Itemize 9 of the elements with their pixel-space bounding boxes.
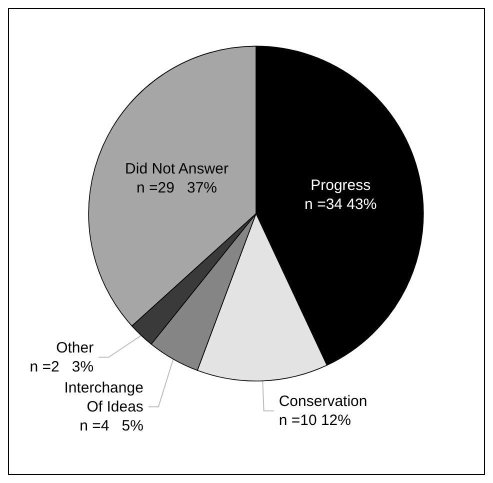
slice-label: Did Not Answer bbox=[125, 160, 228, 178]
slice-label: Other bbox=[56, 339, 94, 356]
slice-label: Progress bbox=[310, 176, 371, 194]
data-label: n =34 43% bbox=[304, 196, 377, 213]
data-label: n =4 5% bbox=[80, 417, 144, 434]
data-label: n =10 12% bbox=[278, 412, 352, 429]
data-label: n =2 3% bbox=[30, 358, 94, 376]
data-label: n =29 37% bbox=[136, 179, 217, 196]
slice-label: Conservation bbox=[278, 392, 368, 410]
